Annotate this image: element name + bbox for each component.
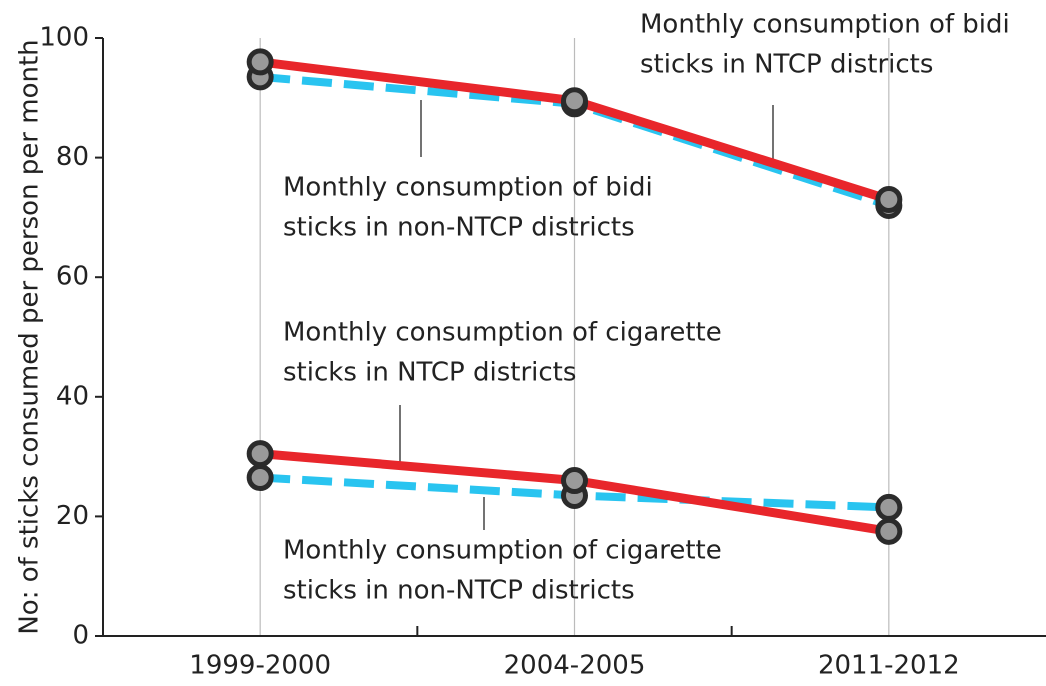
y-axis-label: No: of sticks consumed per person per mo… bbox=[15, 39, 45, 634]
point bbox=[875, 517, 903, 545]
y-tick-label: 0 bbox=[72, 621, 89, 651]
point bbox=[875, 493, 903, 521]
point bbox=[561, 467, 588, 495]
annotation: sticks in NTCP districts bbox=[283, 358, 576, 388]
point bbox=[246, 464, 274, 492]
point bbox=[246, 440, 274, 468]
annotation: sticks in NTCP districts bbox=[640, 50, 933, 80]
y-tick-label: 60 bbox=[56, 262, 89, 292]
annotation: Monthly consumption of cigarette bbox=[283, 536, 722, 566]
annotation: sticks in non-NTCP districts bbox=[283, 576, 635, 606]
y-tick-label: 80 bbox=[56, 142, 89, 172]
annotation: Monthly consumption of bidi bbox=[640, 10, 1010, 40]
y-tick-label: 40 bbox=[56, 381, 89, 411]
annotation: sticks in non-NTCP districts bbox=[283, 213, 635, 243]
y-tick-label: 20 bbox=[56, 501, 89, 531]
x-tick-label: 1999-2000 bbox=[189, 651, 331, 681]
x-tick-label: 2004-2005 bbox=[504, 651, 646, 681]
point bbox=[875, 185, 903, 213]
point bbox=[561, 87, 588, 115]
x-tick-label: 2011-2012 bbox=[818, 651, 960, 681]
annotation: Monthly consumption of bidi bbox=[283, 173, 653, 203]
y-tick-label: 100 bbox=[39, 23, 89, 53]
annotation: Monthly consumption of cigarette bbox=[283, 318, 722, 348]
point bbox=[246, 48, 274, 76]
